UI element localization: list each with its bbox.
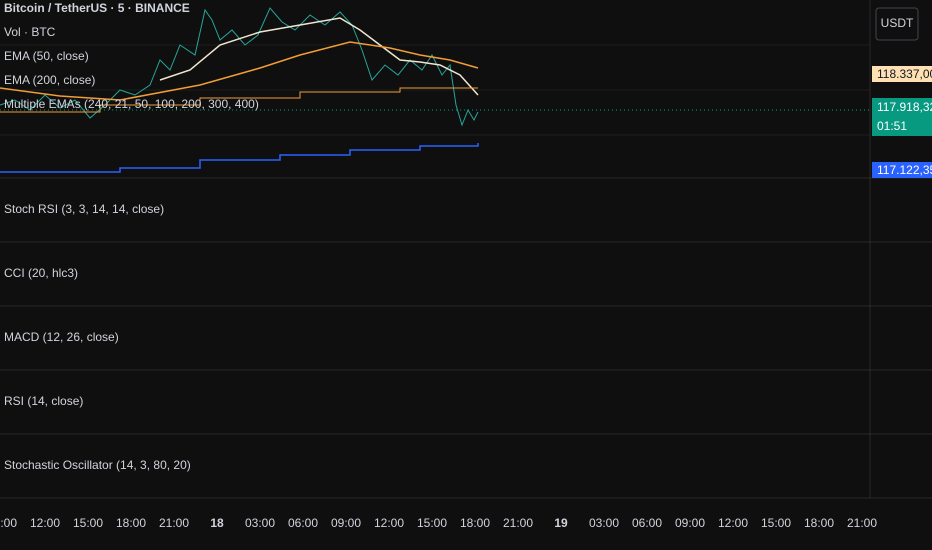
time-label: 12:00	[30, 516, 60, 530]
time-label: 03:00	[589, 516, 619, 530]
time-label: 12:00	[374, 516, 404, 530]
time-label: 18:00	[460, 516, 490, 530]
legend-item: EMA (200, close)	[4, 73, 95, 87]
time-label: 18	[210, 516, 224, 530]
pane-title: Stoch RSI (3, 3, 14, 14, close)	[4, 202, 164, 216]
time-label: 18:00	[804, 516, 834, 530]
ema-price-box	[872, 66, 932, 82]
symbol-title: Bitcoin / TetherUS · 5 · BINANCE	[4, 1, 190, 15]
ema-price-label: 118.337,00	[877, 67, 932, 81]
currency-label[interactable]: USDT	[881, 16, 914, 30]
time-label: 06:00	[632, 516, 662, 530]
time-label: 09:00	[331, 516, 361, 530]
pane-title: MACD (12, 26, close)	[4, 330, 119, 344]
ema200-price-box	[872, 162, 932, 178]
ema-50-line	[159, 17, 479, 96]
time-label: 18:00	[116, 516, 146, 530]
ema-200-line	[0, 41, 479, 101]
ema-400-line	[0, 143, 479, 173]
legend-item: EMA (50, close)	[4, 49, 89, 63]
time-label: 03:00	[245, 516, 275, 530]
pane-title: CCI (20, hlc3)	[4, 266, 78, 280]
time-label: 15:00	[417, 516, 447, 530]
legend-item: Multiple EMAs (240, 21, 50, 100, 200, 30…	[4, 97, 259, 111]
time-label: 12:00	[718, 516, 748, 530]
pane-title: RSI (14, close)	[4, 394, 83, 408]
time-label: 21:00	[159, 516, 189, 530]
time-label: 21:00	[503, 516, 533, 530]
time-label: 09:00	[675, 516, 705, 530]
time-label: 15:00	[73, 516, 103, 530]
legend-item: Vol · BTC	[4, 25, 56, 39]
time-label: 09:00	[0, 516, 17, 530]
currency-button[interactable]	[875, 7, 919, 41]
last-price-box	[872, 98, 932, 136]
time-label: 06:00	[288, 516, 318, 530]
price-line	[0, 7, 479, 127]
ema-step-line	[0, 87, 478, 113]
time-label: 15:00	[761, 516, 791, 530]
last-price-label: 117.918,32	[877, 100, 932, 114]
pane-title: Stochastic Oscillator (14, 3, 80, 20)	[4, 458, 191, 472]
time-label: 21:00	[847, 516, 877, 530]
time-label: 19	[554, 516, 568, 530]
grid	[0, 44, 870, 136]
countdown-label: 01:51	[877, 119, 907, 133]
ema200-price-label: 117.122,35	[877, 163, 932, 177]
